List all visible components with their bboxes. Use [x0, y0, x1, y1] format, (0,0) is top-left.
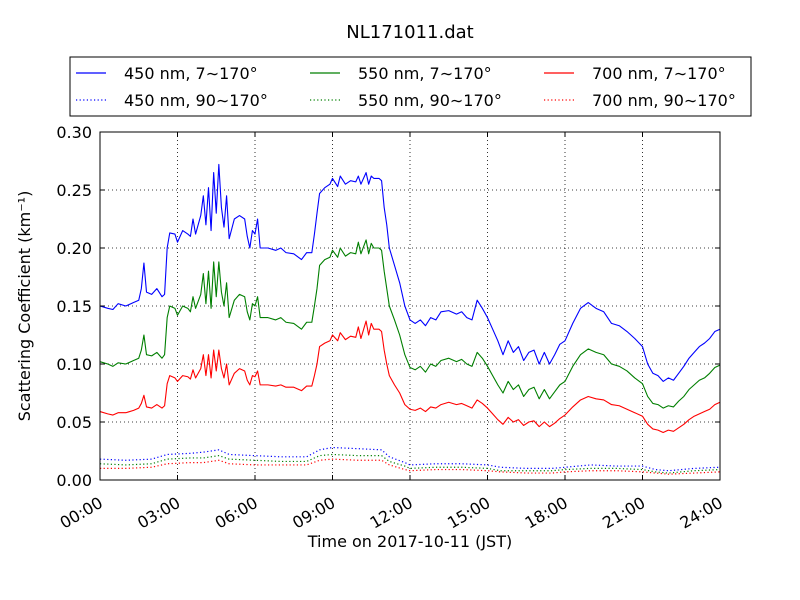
series-layer: [99, 163, 721, 475]
grid-lines: [100, 132, 720, 480]
legend-label-1: 550 nm, 7∼170°: [358, 64, 492, 83]
legend: 450 nm, 7∼170° 550 nm, 7∼170° 700 nm, 7∼17…: [69, 56, 752, 117]
x-tick-label: 03:00: [134, 493, 183, 533]
series-line-1: [99, 239, 721, 409]
axis-ticks: [99, 131, 721, 481]
x-tick-label: 12:00: [367, 493, 416, 533]
chart-title: NL171011.dat: [346, 22, 473, 43]
plot-area: [99, 131, 721, 481]
x-axis-label: Time on 2017-10-11 (JST): [307, 532, 512, 551]
legend-label-0: 450 nm, 7∼170°: [124, 64, 258, 83]
series-line-4: [99, 453, 721, 474]
y-tick-label: 0.30: [56, 123, 92, 142]
legend-label-4: 550 nm, 90∼170°: [358, 91, 502, 110]
x-tick-label: 06:00: [212, 493, 261, 533]
y-tick-label: 0.05: [56, 413, 92, 432]
legend-label-3: 450 nm, 90∼170°: [124, 91, 268, 110]
series-line-0: [99, 163, 721, 382]
series-line-2: [99, 320, 721, 433]
x-tick-label: 00:00: [57, 493, 106, 533]
legend-label-2: 700 nm, 7∼170°: [592, 64, 726, 83]
y-tick-label: 0.15: [56, 297, 92, 316]
legend-label-5: 700 nm, 90∼170°: [592, 91, 736, 110]
y-axis-label: Scattering Coefficient (km⁻¹): [15, 191, 34, 422]
y-tick-label: 0.00: [56, 471, 92, 490]
x-tick-label: 18:00: [522, 493, 571, 533]
x-tick-label: 15:00: [444, 493, 493, 533]
y-tick-label: 0.10: [56, 355, 92, 374]
x-tick-label: 21:00: [599, 493, 648, 533]
legend-frame: [69, 56, 752, 117]
x-tick-label: 24:00: [677, 493, 726, 533]
x-tick-label: 09:00: [289, 493, 338, 533]
y-tick-label: 0.25: [56, 181, 92, 200]
y-tick-label: 0.20: [56, 239, 92, 258]
